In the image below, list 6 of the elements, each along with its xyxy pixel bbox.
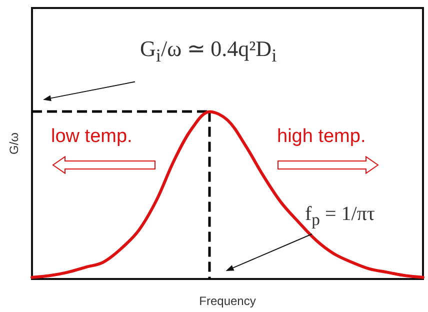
x-axis-title: Frequency bbox=[199, 294, 256, 308]
annotation: low temp. bbox=[51, 126, 132, 148]
annotation: G$_{i}$/ω ≃ 0.4q²D$_{i}$ bbox=[140, 36, 277, 66]
annotation: high temp. bbox=[277, 126, 366, 148]
annotation: f$_{p}$ = 1/πτ bbox=[305, 203, 375, 230]
y-axis-title: G/ω bbox=[7, 132, 21, 155]
